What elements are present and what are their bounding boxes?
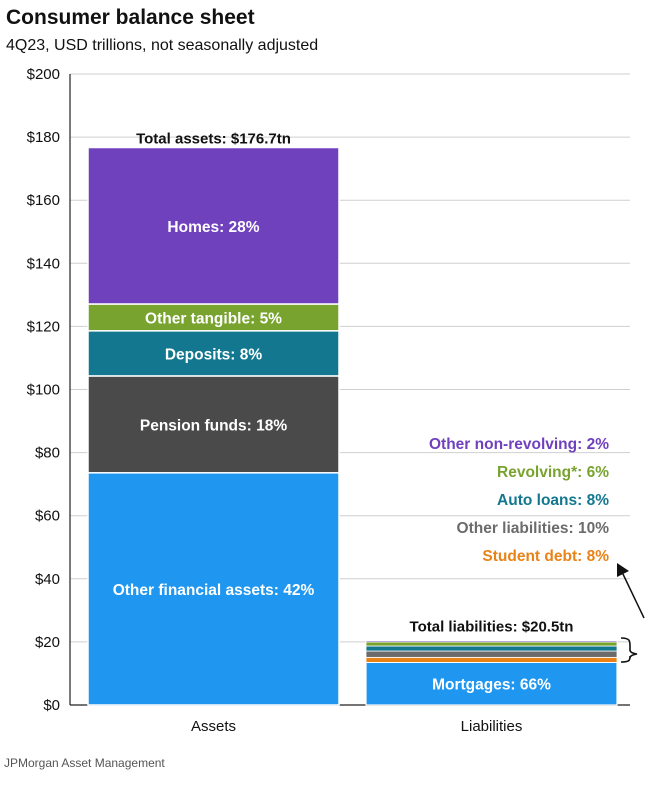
bar-segment-other-liabilities <box>365 650 618 658</box>
balance-sheet-chart: $0 $20 $40 $60 $80 $100 $120 $140 $160 $180 $200 Ot… <box>27 66 645 735</box>
y-tick-label: $60 <box>35 508 60 525</box>
arrow-line <box>621 571 645 619</box>
source-note: JPMorgan Asset Management <box>4 756 165 770</box>
bar-segment-auto-loans <box>365 645 618 652</box>
legend-label-other-liabilities: Other liabilities: 10% <box>457 520 610 537</box>
y-tick-label: $20 <box>35 634 60 651</box>
x-category-label: Assets <box>191 718 236 735</box>
legend-label-revolving: Revolving*: 6% <box>497 464 609 481</box>
y-tick-label: $200 <box>27 66 60 83</box>
bar-segment-other-non-revolving <box>365 640 618 643</box>
chart-subtitle: 4Q23, USD trillions, not seasonally adju… <box>6 37 319 54</box>
bar-segment-deposits <box>87 330 340 377</box>
legend-label-other-non-revolving: Other non-revolving: 2% <box>429 436 609 453</box>
x-category-label: Liabilities <box>461 718 523 735</box>
segment-label-other-financial-assets: Other financial assets: 42% <box>113 582 315 599</box>
brace-connector <box>620 637 638 663</box>
legend-label-student-debt: Student debt: 8% <box>482 548 609 565</box>
y-tick-label: $120 <box>27 318 60 335</box>
y-tick-label: $80 <box>35 445 60 462</box>
arrow-head <box>617 563 629 577</box>
bar-segment-student-debt <box>365 656 618 663</box>
y-tick-label: $140 <box>27 255 60 272</box>
bar-segment-revolving <box>365 641 618 647</box>
chart-title: Consumer balance sheet <box>6 6 255 29</box>
segment-label-deposits: Deposits: 8% <box>165 346 263 363</box>
bar-segment-pension-funds <box>87 375 340 474</box>
total-liabilities-label: Total liabilities: $20.5tn <box>410 618 574 635</box>
bar-segment-other-financial-assets <box>87 472 340 706</box>
bar-segment-other-tangible <box>87 303 340 332</box>
segment-label-other-tangible: Other tangible: 5% <box>145 310 282 327</box>
y-tick-label: $100 <box>27 382 60 399</box>
segment-label-mortgages: Mortgages: 66% <box>432 677 551 694</box>
segment-label-homes: Homes: 28% <box>167 219 259 236</box>
y-tick-label: $160 <box>27 192 60 209</box>
segment-label-pension-funds: Pension funds: 18% <box>140 417 287 434</box>
y-tick-label: $0 <box>43 697 60 714</box>
total-assets-label: Total assets: $176.7tn <box>136 131 291 148</box>
legend-label-auto-loans: Auto loans: 8% <box>497 492 609 509</box>
y-tick-label: $180 <box>27 129 60 146</box>
bar-segment-homes <box>87 146 340 305</box>
y-tick-label: $40 <box>35 571 60 588</box>
